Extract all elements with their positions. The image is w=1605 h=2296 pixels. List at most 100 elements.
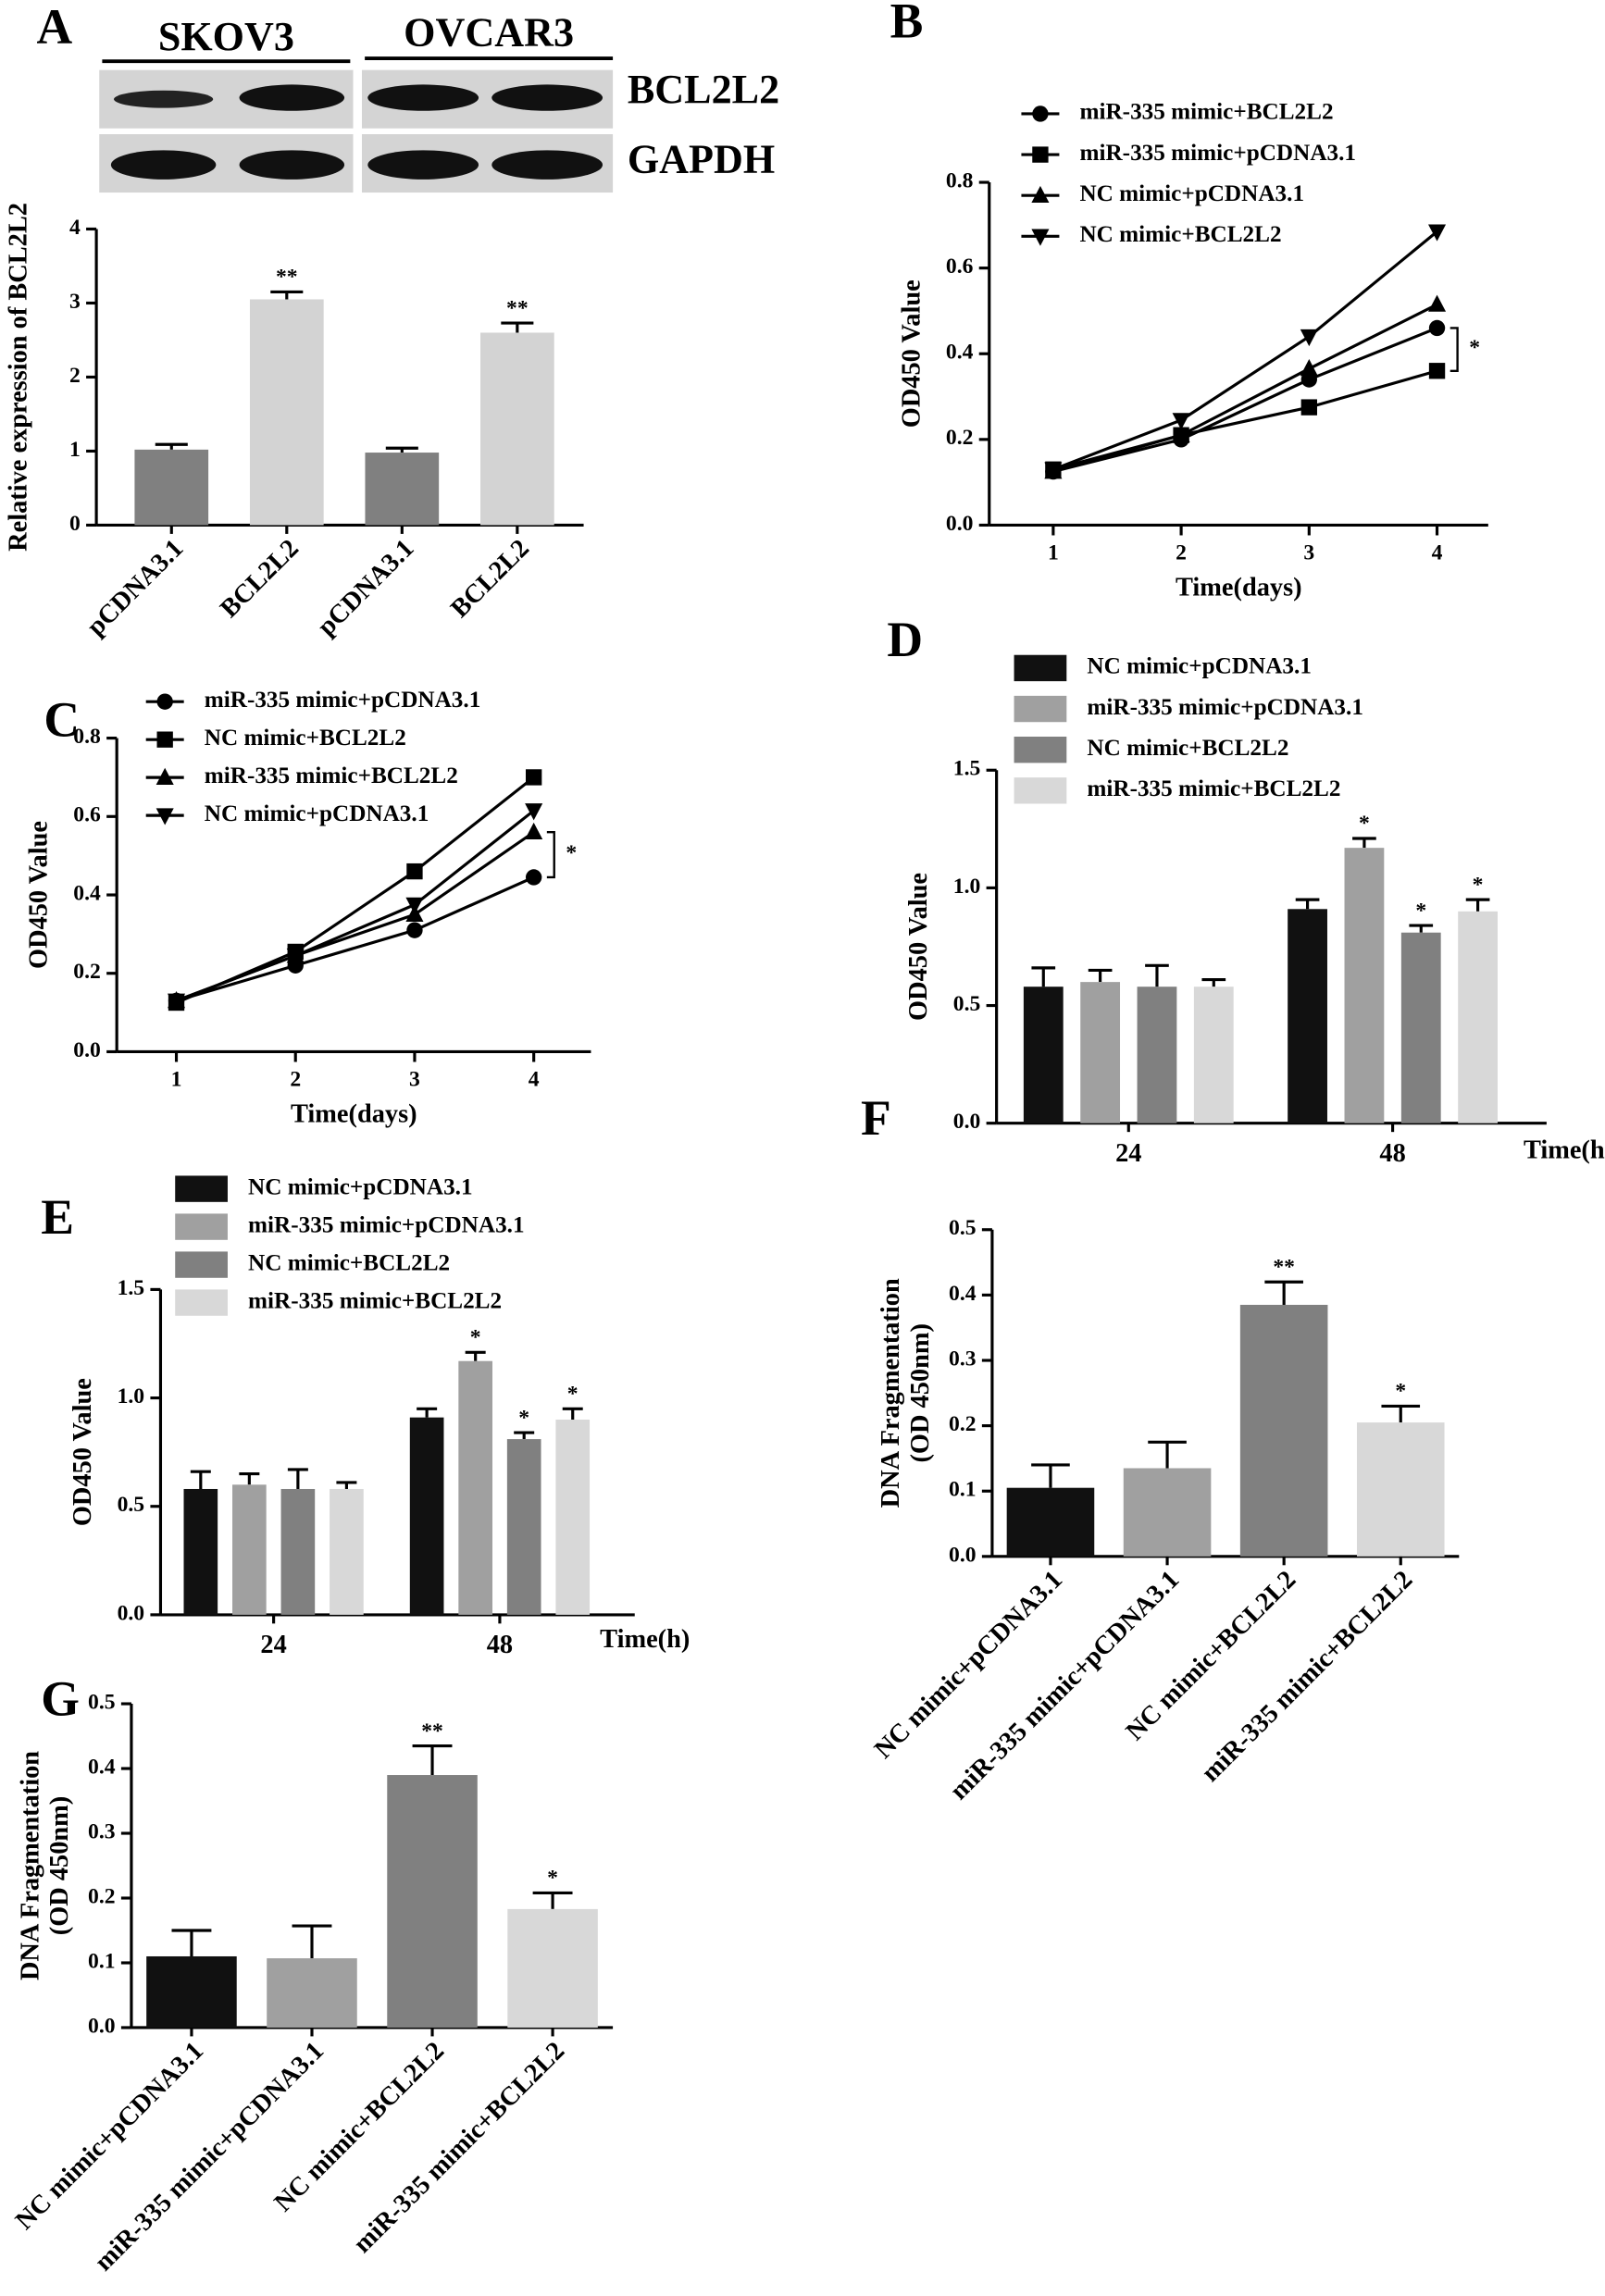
bar (1239, 1304, 1328, 1557)
bar (280, 1488, 316, 1615)
y-tick-label: 0.2 (73, 960, 101, 984)
panel-label: B (890, 0, 924, 49)
error-bar (514, 1431, 535, 1440)
y-tick-label: 0.0 (949, 1543, 977, 1567)
y-tick-label: 0.1 (949, 1478, 977, 1502)
bar (1006, 1487, 1095, 1557)
y-tick-label: 0.6 (946, 254, 974, 279)
error-bar (465, 1350, 486, 1361)
error-bar (417, 1407, 438, 1418)
y-axis-label: (OD 450nm) (45, 1796, 74, 1935)
bar (1458, 911, 1498, 1123)
y-tick-label: 0.2 (946, 426, 974, 450)
error-bar (190, 1470, 211, 1489)
error-bar (1409, 924, 1434, 933)
y-axis-label: OD450 Value (25, 821, 54, 969)
bar (1123, 1468, 1212, 1557)
legend-label: miR-335 mimic+pCDNA3.1 (205, 688, 481, 713)
y-axis-label: DNA Fragmentation (877, 1278, 905, 1508)
y-tick-label: 1.0 (118, 1384, 145, 1409)
y-tick-label: 1.0 (953, 875, 981, 899)
y-tick-label: 0.8 (946, 168, 974, 192)
series-line (175, 809, 535, 1002)
panel-label: C (44, 692, 80, 748)
y-axis-label: OD450 Value (904, 873, 933, 1021)
bar (1344, 848, 1385, 1123)
band (114, 90, 214, 108)
bar (506, 1439, 541, 1615)
x-tick-label: 24 (1115, 1139, 1141, 1168)
significance-bracket (1449, 327, 1459, 372)
series-line (1052, 303, 1438, 474)
y-tick-label: 0.0 (953, 1110, 981, 1134)
x-tick-label: miR-335 mimic+BCL2L2 (1196, 1566, 1418, 1788)
error-bar (1031, 966, 1056, 987)
error-bar (412, 1744, 453, 1776)
error-bar (336, 1481, 357, 1489)
legend-swatch (175, 1175, 228, 1202)
error-bar (270, 290, 304, 300)
y-tick-label: 0.4 (88, 1755, 116, 1779)
y-tick-label: 0.5 (949, 1216, 977, 1240)
y-tick-label: 0.0 (946, 512, 974, 536)
significance-label: * (1473, 873, 1484, 897)
error-bar (1088, 968, 1113, 983)
significance-label: ** (1273, 1255, 1295, 1279)
legend-label: NC mimic+BCL2L2 (1087, 736, 1288, 761)
x-tick-label: 4 (529, 1067, 540, 1091)
panel-label: F (861, 1090, 891, 1146)
error-bar (287, 1468, 308, 1489)
legend-label: miR-335 mimic+pCDNA3.1 (248, 1212, 525, 1237)
legend-swatch (1014, 737, 1067, 763)
legend-swatch (175, 1251, 228, 1278)
significance-label: * (566, 841, 577, 865)
x-tick-label: 4 (1432, 540, 1443, 565)
y-tick-label: 0.4 (73, 881, 101, 905)
marker (1428, 294, 1447, 312)
panel-label: E (41, 1189, 74, 1245)
error-bar (1465, 898, 1490, 912)
error-bar (1352, 837, 1376, 849)
band (491, 84, 603, 111)
y-tick-label: 1.5 (953, 757, 981, 781)
marker (286, 948, 305, 966)
series-line (176, 875, 535, 1002)
legend-label: miR-335 mimic+BCL2L2 (1079, 100, 1333, 125)
marker (1172, 425, 1190, 443)
y-axis-label: OD450 Value (68, 1378, 97, 1526)
error-bar (155, 442, 188, 450)
x-tick-label: BCL2L2 (215, 534, 305, 624)
bar (249, 299, 324, 526)
marker (1300, 359, 1318, 377)
x-tick-label: miR-335 mimic+pCDNA3.1 (945, 1566, 1185, 1806)
x-axis-label: Time(h) (1524, 1136, 1605, 1165)
y-tick-label: 0.0 (118, 1601, 145, 1625)
significance-label: * (1359, 812, 1370, 836)
panel-label: G (41, 1670, 80, 1726)
y-tick-label: 0.4 (946, 341, 974, 365)
marker (1428, 363, 1446, 379)
y-tick-label: 3 (69, 290, 81, 314)
bar (1080, 982, 1121, 1123)
y-tick-label: 0 (69, 512, 81, 536)
legend-marker (1032, 105, 1049, 122)
legend-marker (1031, 185, 1050, 204)
protein-label: GAPDH (628, 137, 775, 182)
y-tick-label: 0.3 (949, 1347, 977, 1371)
significance-bracket (546, 831, 555, 879)
x-tick-label: 3 (409, 1067, 420, 1091)
y-tick-label: 0.8 (73, 725, 101, 749)
bar (1400, 932, 1441, 1123)
bar (479, 332, 554, 526)
bar (1288, 909, 1327, 1123)
error-bar (1264, 1280, 1303, 1305)
significance-label: * (1415, 899, 1426, 923)
legend-marker (156, 808, 174, 825)
legend-label: miR-335 mimic+BCL2L2 (1087, 776, 1340, 801)
bar (458, 1360, 492, 1615)
marker (1172, 413, 1190, 430)
error-bar (1295, 898, 1320, 910)
bar (365, 453, 440, 526)
y-tick-label: 1 (69, 438, 81, 462)
